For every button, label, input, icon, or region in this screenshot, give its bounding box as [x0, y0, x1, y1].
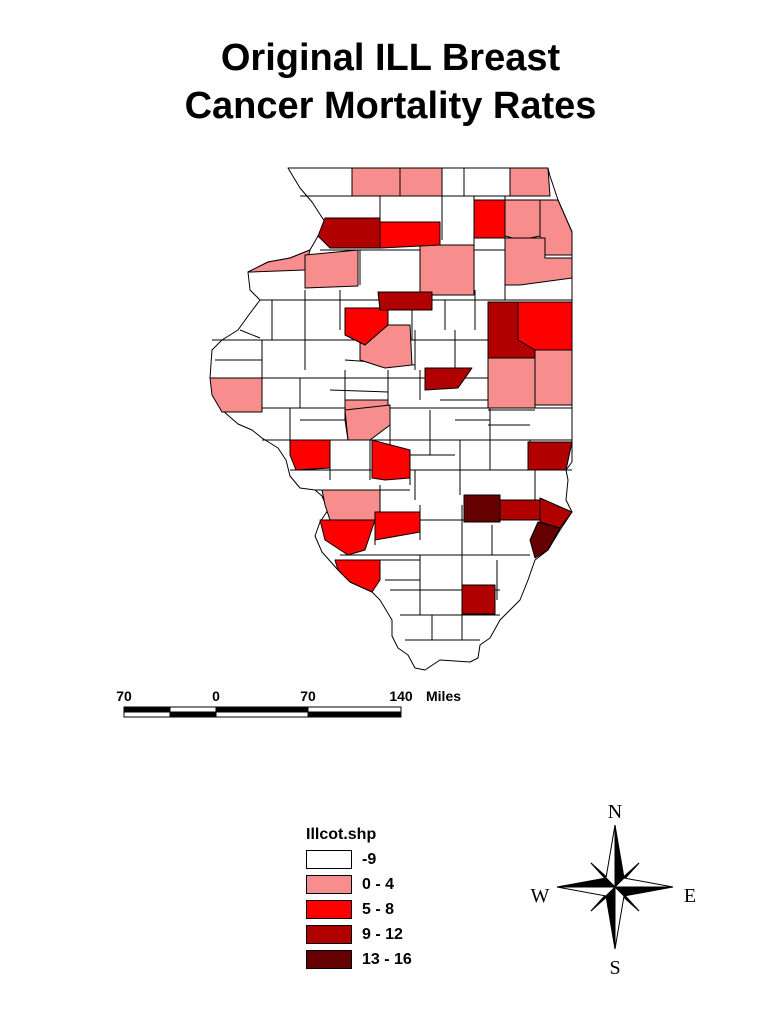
class-5-8-counties [289, 199, 573, 593]
legend-swatch [306, 875, 352, 894]
scale-label-right: 140 [389, 688, 413, 704]
class-9-12-counties [317, 217, 573, 615]
title-line-2: Cancer Mortality Rates [184, 85, 597, 127]
legend-row: -9 [306, 847, 412, 872]
scale-label-zero: 0 [212, 688, 220, 704]
legend-row: 13 - 16 [306, 947, 412, 972]
legend-swatch [306, 950, 352, 969]
legend-label: 5 - 8 [362, 900, 395, 918]
map-title: Original ILL Breast Cancer Mortality Rat… [0, 34, 781, 130]
title-line-1: Original ILL Breast [220, 37, 561, 79]
legend-label: 9 - 12 [362, 925, 403, 943]
legend-row: 9 - 12 [306, 922, 412, 947]
legend-title: Illcot.shp [306, 826, 377, 843]
legend-label: -9 [362, 850, 377, 868]
class-0-4-counties [209, 167, 573, 521]
compass-s: S [609, 957, 620, 979]
legend-swatch [306, 850, 352, 869]
legend-swatch [306, 900, 352, 919]
legend-row: 5 - 8 [306, 897, 412, 922]
compass-w: W [531, 885, 550, 907]
legend-label: 0 - 4 [362, 875, 395, 893]
legend: Illcot.shp -9 0 - 4 5 - 8 9 - 12 13 - 16 [306, 826, 412, 972]
scale-unit: Miles [426, 688, 461, 704]
compass-e: E [684, 885, 696, 907]
legend-row: 0 - 4 [306, 872, 412, 897]
legend-swatch [306, 925, 352, 944]
legend-label: 13 - 16 [362, 950, 412, 968]
scale-label-left: 70 [116, 688, 132, 704]
scale-label-mid: 70 [300, 688, 316, 704]
compass-n: N [608, 801, 622, 823]
class-13-16-counties [463, 494, 561, 559]
